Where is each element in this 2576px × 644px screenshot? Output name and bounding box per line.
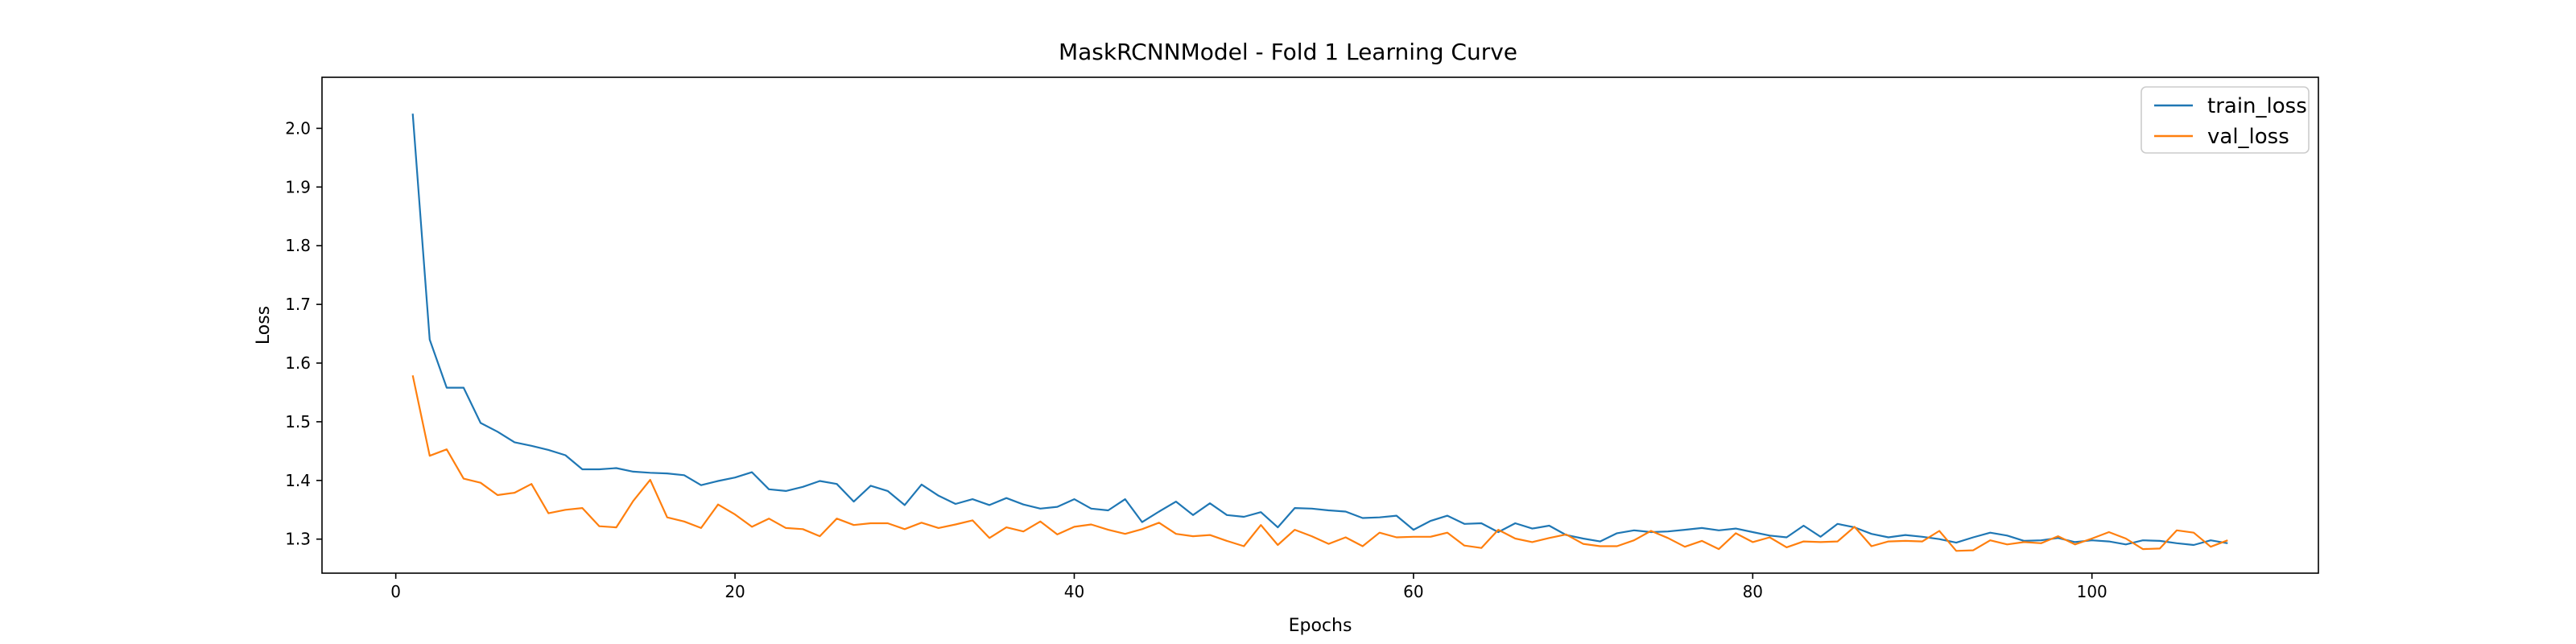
y-tick-label: 1.8 (285, 236, 311, 255)
plot-area-frame (321, 76, 2319, 574)
y-tick-label: 1.7 (285, 295, 311, 314)
legend-label: train_loss (2207, 94, 2307, 118)
y-tick-label: 2.0 (285, 118, 311, 138)
y-axis-ticks: 1.3 1.4 1.5 1.6 1.7 1.8 1.9 2.0 (285, 118, 322, 549)
x-tick-label: 100 (2077, 582, 2107, 601)
x-tick-label: 0 (390, 582, 401, 601)
x-axis-ticks: 0 20 40 60 80 100 (390, 573, 2107, 601)
y-tick-label: 1.4 (285, 471, 311, 490)
x-axis-label: Epochs (1289, 616, 1352, 636)
x-tick-label: 20 (724, 582, 745, 601)
chart-title: MaskRCNNModel - Fold 1 Learning Curve (1059, 39, 1517, 65)
series-lines (411, 114, 2228, 552)
series-line-val-loss (411, 375, 2228, 552)
y-tick-label: 1.9 (285, 177, 311, 196)
x-tick-label: 40 (1064, 582, 1084, 601)
y-tick-label: 1.6 (285, 353, 311, 373)
y-axis-label: Loss (254, 306, 274, 345)
y-tick-label: 1.3 (285, 530, 311, 549)
legend: train_loss val_loss (2140, 86, 2310, 154)
series-line-train-loss (411, 114, 2228, 547)
x-tick-label: 60 (1403, 582, 1423, 601)
y-tick-label: 1.5 (285, 412, 311, 431)
x-tick-label: 80 (1743, 582, 1763, 601)
legend-label: val_loss (2207, 125, 2289, 149)
